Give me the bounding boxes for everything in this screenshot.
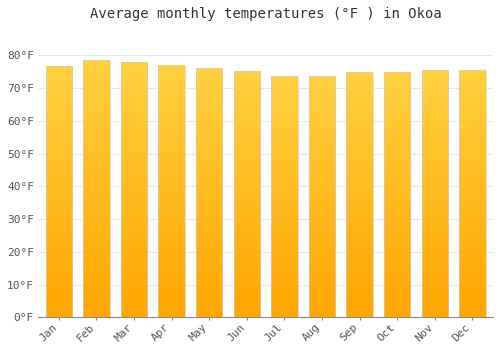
Bar	[83, 61, 110, 317]
Bar	[309, 77, 335, 317]
Bar	[422, 71, 448, 317]
Bar	[459, 71, 485, 317]
Bar	[271, 77, 297, 317]
Title: Average monthly temperatures (°F ) in Okoa: Average monthly temperatures (°F ) in Ok…	[90, 7, 442, 21]
Bar	[234, 72, 260, 317]
Bar	[384, 73, 410, 317]
Bar	[346, 73, 372, 317]
Bar	[196, 69, 222, 317]
Bar	[121, 63, 147, 317]
Bar	[46, 67, 72, 317]
Bar	[158, 66, 184, 317]
